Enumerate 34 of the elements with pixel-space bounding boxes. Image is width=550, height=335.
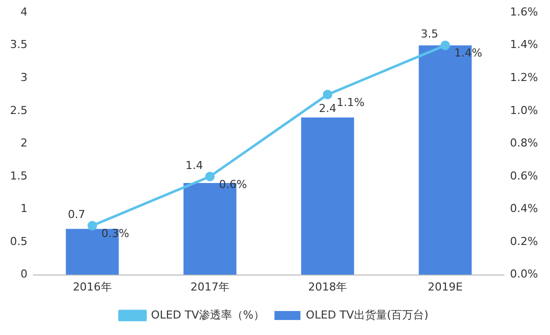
y2-tick-label: 0.4% — [510, 202, 538, 216]
x-tick-label: 2019E — [428, 280, 463, 294]
x-tick-label: 2016年 — [72, 280, 112, 294]
y-tick-label: 2 — [20, 136, 28, 150]
y-tick-label: 4 — [20, 5, 28, 18]
legend-label: OLED TV出货量(百万台) — [306, 308, 428, 322]
y2-tick-label: 0.8% — [510, 136, 538, 150]
y2-tick-label: 1.2% — [510, 71, 538, 84]
y-tick-label: 0.5 — [10, 234, 28, 248]
y-tick-label: 1.5 — [10, 169, 28, 182]
point — [440, 40, 450, 50]
y-tick-label: 3.5 — [10, 38, 28, 52]
data-label: 2.4 — [318, 102, 336, 115]
y2-tick-label: 1.0% — [510, 104, 538, 117]
point — [88, 220, 98, 230]
y2-tick-label: 0.2% — [510, 234, 538, 248]
y-tick-label: 3 — [20, 71, 28, 84]
data-label: 3.5 — [420, 28, 438, 41]
x-tick-label: 2017年 — [190, 280, 230, 294]
y-tick-label: 0 — [20, 268, 28, 281]
point — [322, 90, 332, 100]
x-tick-label: 2018年 — [308, 280, 348, 294]
y2-tick-label: 1.6% — [510, 5, 538, 18]
y2-tick-label: 0.0% — [510, 268, 538, 281]
data-label: 1.4 — [185, 158, 203, 172]
y2-tick-label: 0.6% — [510, 169, 538, 182]
point — [205, 172, 215, 182]
bar — [301, 117, 354, 275]
data-label: 0.7 — [68, 208, 86, 221]
y2-tick-label: 1.4% — [510, 38, 538, 52]
legend-label: OLED TV渗透率（%） — [151, 308, 264, 322]
data-label: 1.1% — [336, 96, 365, 109]
y-tick-label: 1 — [20, 202, 28, 216]
y-tick-label: 2.5 — [10, 104, 28, 117]
